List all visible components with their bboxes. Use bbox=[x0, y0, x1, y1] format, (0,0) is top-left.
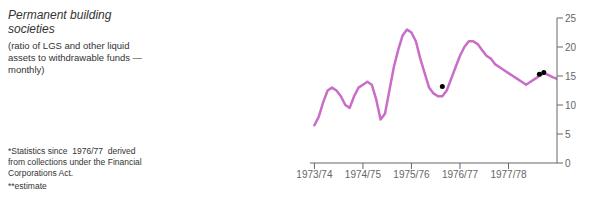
svg-text:10: 10 bbox=[565, 100, 577, 111]
svg-text:25: 25 bbox=[565, 13, 577, 24]
html-text:*Statistics since 1976/77 deri: *Statistics since 1976/77 derived from c… bbox=[8, 146, 142, 178]
svg-text:1977/78: 1977/78 bbox=[490, 169, 527, 180]
svg-text:15: 15 bbox=[565, 71, 577, 82]
svg-text:5: 5 bbox=[565, 129, 571, 140]
html-text:**estimate: **estimate bbox=[8, 181, 47, 191]
svg-text:20: 20 bbox=[565, 42, 577, 53]
svg-text:0: 0 bbox=[565, 158, 571, 169]
svg-text:1976/77: 1976/77 bbox=[442, 169, 479, 180]
html-text:Permanent building societies: Permanent building societies bbox=[8, 8, 112, 36]
html-text:(ratio of LGS and other liquid: (ratio of LGS and other liquid assets to… bbox=[8, 40, 143, 75]
svg-text:1974/75: 1974/75 bbox=[345, 169, 382, 180]
svg-text:1975/76: 1975/76 bbox=[393, 169, 430, 180]
svg-text:1973/74: 1973/74 bbox=[296, 169, 333, 180]
